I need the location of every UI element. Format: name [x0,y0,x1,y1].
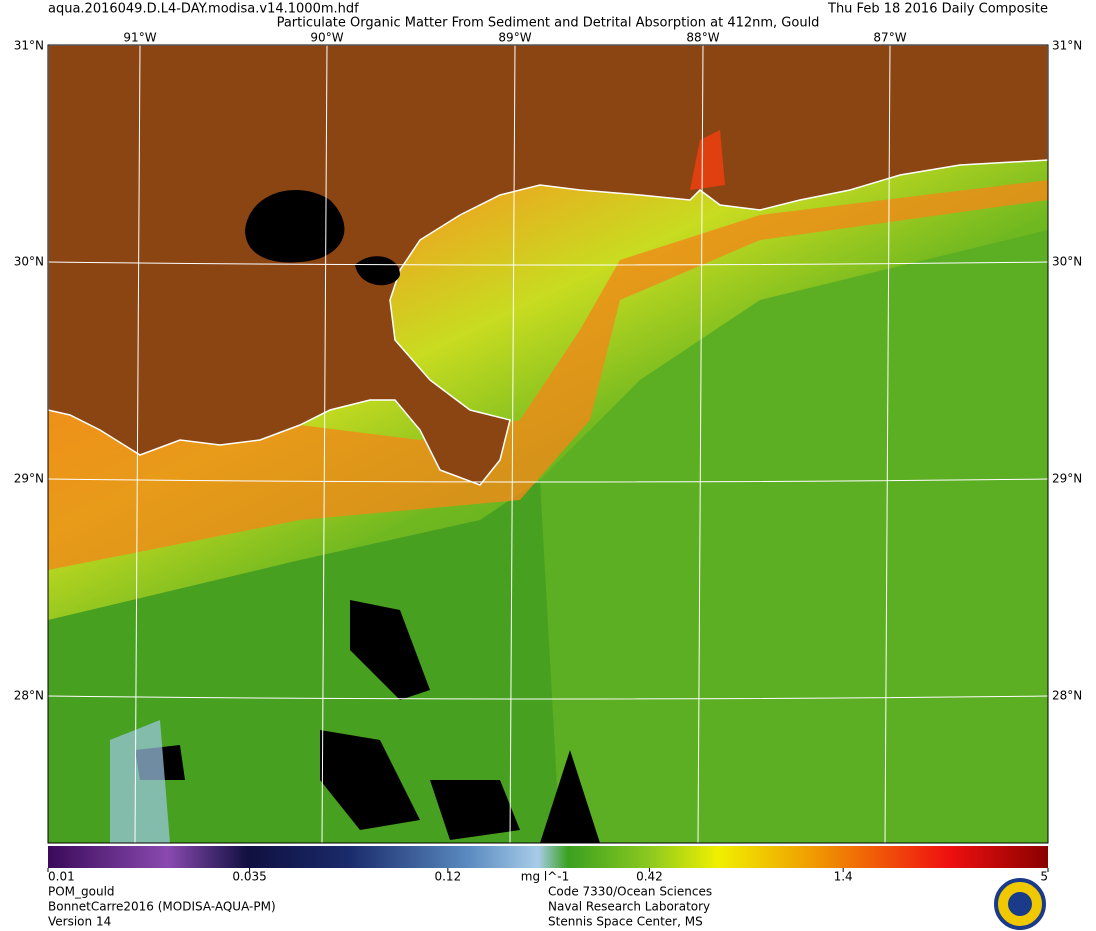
lat-label: 30°N [1052,255,1082,269]
colorbar-tick-label: 0.01 [48,870,75,884]
lon-label: 90°W [310,31,343,45]
lat-label: 31°N [14,39,44,53]
bay [690,130,725,190]
parallel [48,478,1048,483]
water-green [540,230,1048,843]
title: Particulate Organic Matter From Sediment… [277,16,820,31]
lon-label: 88°W [686,31,719,45]
date: Thu Feb 18 2016 Daily Composite [827,2,1048,17]
colorbar-tick-label: 0.42 [636,870,663,884]
cloud [135,600,600,843]
logo [994,878,1046,930]
meridian [134,45,141,843]
parallel [48,695,1048,700]
meridian [321,45,328,843]
lat-label: 30°N [14,255,44,269]
map [48,45,1048,843]
meridian [509,45,516,843]
footer-left: BonnetCarre2016 (MODISA-AQUA-PM) [48,900,276,914]
graticule [48,45,1048,843]
lon-label: 89°W [498,31,531,45]
footer-left: Version 14 [48,915,111,929]
lon-label: 87°W [873,31,906,45]
colorbar-tick-label: 1.4 [834,870,853,884]
lake [245,190,345,263]
low-values [110,720,170,843]
lat-label: 28°N [14,689,44,703]
lake [355,256,400,286]
colorbar [48,846,1048,868]
file-name: aqua.2016049.D.L4-DAY.modisa.v14.1000m.h… [48,2,359,17]
footer-right: Naval Research Laboratory [548,900,710,914]
land [48,45,1048,486]
map-frame [47,44,1049,844]
footer-right: Code 7330/Ocean Sciences [548,885,712,899]
water-orange [48,180,1048,570]
lon-label: 91°W [123,31,156,45]
colorbar-unit: mg l^-1 [521,870,569,884]
colorbar-tick-label: 5 [1040,870,1048,884]
lat-label: 29°N [14,472,44,486]
lat-label: 28°N [1052,689,1082,703]
colorbar-tick-label: 0.12 [434,870,461,884]
lat-label: 31°N [1052,39,1082,53]
meridian [697,45,704,843]
footer-left: POM_gould [48,885,115,899]
colorbar-tick-label: 0.035 [232,870,266,884]
parallel [48,261,1048,266]
lat-label: 29°N [1052,472,1082,486]
meridian [884,45,891,843]
footer-right: Stennis Space Center, MS [548,915,703,929]
